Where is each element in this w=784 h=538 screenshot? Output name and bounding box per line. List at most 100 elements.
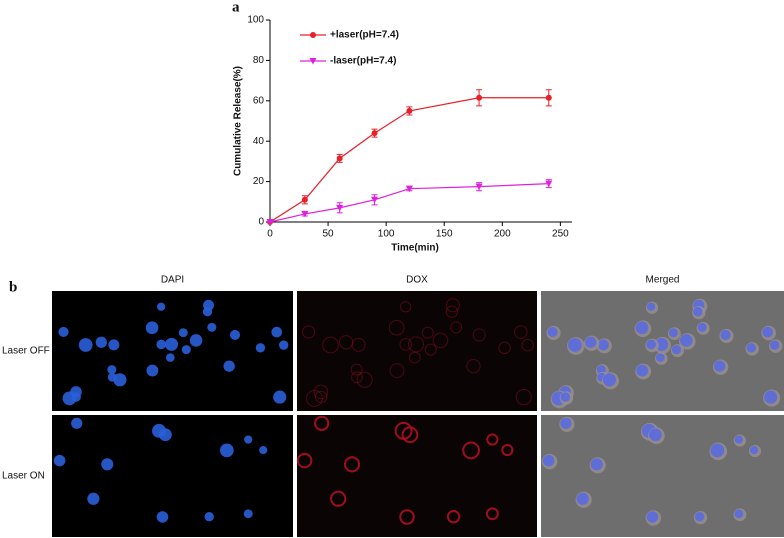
cell-nucleus bbox=[165, 337, 179, 351]
cell-nucleus bbox=[189, 334, 203, 347]
cell-nucleus bbox=[636, 364, 649, 377]
cell-dox bbox=[313, 384, 329, 400]
cell-nucleus bbox=[159, 428, 172, 442]
cell-dox bbox=[515, 389, 532, 406]
cell-nucleus bbox=[145, 321, 159, 335]
data-point bbox=[301, 196, 308, 203]
cell-dox bbox=[338, 335, 354, 350]
cell-nucleus bbox=[255, 343, 266, 353]
cell-dox bbox=[462, 441, 480, 460]
cell-nucleus bbox=[746, 343, 756, 353]
cell-nucleus bbox=[71, 417, 83, 429]
cell-dox bbox=[472, 328, 486, 342]
cell-nucleus bbox=[764, 390, 778, 404]
cell-nucleus bbox=[749, 446, 759, 455]
cell-nucleus bbox=[590, 458, 603, 471]
data-point bbox=[371, 130, 378, 137]
cell-nucleus bbox=[602, 373, 617, 387]
cell-nucleus bbox=[710, 443, 725, 458]
cell-nucleus bbox=[101, 458, 114, 471]
panel-label: b bbox=[9, 279, 17, 295]
cell-dox bbox=[351, 371, 363, 384]
cell-nucleus bbox=[655, 353, 665, 362]
cell-nucleus bbox=[243, 509, 253, 519]
cell-dox bbox=[408, 351, 421, 364]
cell-dox bbox=[351, 337, 366, 352]
cell-dox bbox=[445, 305, 459, 318]
cell-nucleus bbox=[279, 340, 289, 350]
micrograph bbox=[297, 291, 537, 411]
y-axis-label: Cumulative Release(%) bbox=[233, 66, 244, 176]
cell-nucleus bbox=[107, 365, 117, 375]
cell-dox bbox=[446, 509, 461, 524]
cell-nucleus bbox=[156, 302, 166, 311]
legend-marker bbox=[310, 32, 316, 38]
cell-nucleus bbox=[202, 307, 213, 317]
cell-nucleus bbox=[734, 509, 744, 519]
cell-nucleus bbox=[273, 390, 287, 404]
cell-nucleus bbox=[156, 511, 169, 523]
data-point bbox=[545, 94, 552, 101]
cell-nucleus bbox=[165, 353, 175, 362]
cell-dox bbox=[485, 507, 499, 521]
x-tick-label: 100 bbox=[378, 229, 395, 240]
cell-nucleus bbox=[560, 417, 572, 429]
y-tick-label: 60 bbox=[253, 95, 265, 106]
column-label: DOX bbox=[406, 275, 428, 286]
cell-nucleus bbox=[58, 326, 69, 338]
cell-nucleus bbox=[78, 338, 93, 352]
cell-nucleus bbox=[646, 302, 656, 311]
x-tick-label: 150 bbox=[436, 229, 453, 240]
cell-nucleus bbox=[547, 326, 558, 338]
cell-dox bbox=[498, 341, 511, 355]
data-point bbox=[545, 180, 553, 188]
data-point bbox=[476, 94, 483, 101]
cell-nucleus bbox=[734, 435, 743, 444]
cell-dox bbox=[445, 298, 460, 313]
cell-dox bbox=[356, 371, 373, 388]
row-label: Laser OFF bbox=[2, 346, 50, 357]
cell-nucleus bbox=[113, 373, 127, 387]
cell-dox bbox=[399, 338, 413, 351]
cell-nucleus bbox=[568, 338, 582, 352]
cell-nucleus bbox=[713, 360, 726, 372]
legend-marker bbox=[309, 58, 317, 65]
cell-nucleus bbox=[244, 435, 253, 444]
column-label: Merged bbox=[646, 275, 680, 286]
y-tick-label: 40 bbox=[253, 136, 265, 147]
data-line bbox=[269, 97, 549, 223]
cell-dox bbox=[389, 363, 405, 378]
cell-dox bbox=[322, 336, 339, 354]
cell-dox bbox=[466, 358, 481, 374]
cell-nucleus bbox=[108, 339, 120, 351]
legend-label: +laser(pH=7.4) bbox=[330, 30, 399, 41]
cell-nucleus bbox=[680, 334, 693, 347]
cell-dox bbox=[314, 415, 330, 431]
y-tick-label: 100 bbox=[247, 15, 264, 26]
cell-nucleus bbox=[596, 365, 606, 375]
y-tick-label: 0 bbox=[258, 217, 264, 228]
cell-dox bbox=[306, 390, 323, 407]
cell-nucleus bbox=[668, 328, 678, 338]
cell-nucleus bbox=[648, 428, 662, 442]
cell-nucleus bbox=[229, 329, 241, 341]
cell-dox bbox=[450, 321, 463, 334]
cell-dox bbox=[330, 490, 347, 507]
micrograph bbox=[52, 291, 293, 411]
cell-nucleus bbox=[635, 321, 649, 335]
data-point bbox=[336, 204, 344, 212]
cell-nucleus bbox=[697, 322, 707, 332]
x-tick-label: 250 bbox=[552, 229, 569, 240]
x-tick-label: 200 bbox=[494, 229, 511, 240]
cell-nucleus bbox=[720, 329, 731, 341]
cell-nucleus bbox=[271, 326, 283, 338]
cell-nucleus bbox=[181, 345, 191, 355]
cell-dox bbox=[301, 325, 316, 339]
cell-nucleus bbox=[95, 336, 107, 348]
cell-nucleus bbox=[671, 345, 681, 355]
cell-nucleus bbox=[646, 339, 656, 350]
cell-dox bbox=[401, 426, 419, 444]
cell-nucleus bbox=[762, 326, 773, 338]
panel-label: a bbox=[232, 0, 240, 15]
